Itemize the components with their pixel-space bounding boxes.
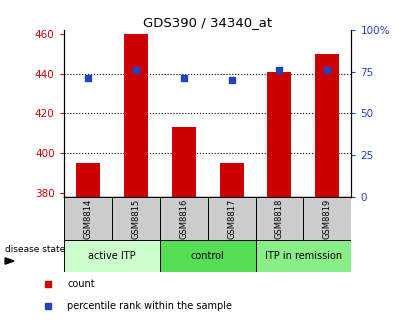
Bar: [219, 163, 243, 197]
Title: GDS390 / 34340_at: GDS390 / 34340_at: [143, 16, 272, 29]
Text: GSM8814: GSM8814: [83, 198, 92, 239]
Bar: [256, 197, 303, 240]
Text: count: count: [67, 280, 95, 289]
Text: GSM8818: GSM8818: [275, 198, 284, 239]
Bar: [64, 240, 159, 272]
Text: ITP in remission: ITP in remission: [265, 251, 342, 261]
Bar: [159, 197, 208, 240]
Bar: [303, 197, 351, 240]
Bar: [315, 54, 339, 197]
Text: GSM8815: GSM8815: [131, 198, 140, 239]
Text: disease state: disease state: [5, 245, 65, 254]
Text: percentile rank within the sample: percentile rank within the sample: [67, 301, 232, 311]
Text: control: control: [191, 251, 224, 261]
Bar: [124, 34, 148, 197]
Text: active ITP: active ITP: [88, 251, 136, 261]
Bar: [64, 197, 112, 240]
Bar: [112, 197, 159, 240]
Bar: [172, 127, 196, 197]
Bar: [208, 197, 256, 240]
Polygon shape: [5, 258, 14, 264]
Bar: [268, 72, 291, 197]
Text: GSM8816: GSM8816: [179, 198, 188, 239]
Bar: [159, 240, 256, 272]
Bar: [76, 163, 100, 197]
Bar: [256, 240, 351, 272]
Text: GSM8819: GSM8819: [323, 198, 332, 239]
Text: GSM8817: GSM8817: [227, 198, 236, 239]
